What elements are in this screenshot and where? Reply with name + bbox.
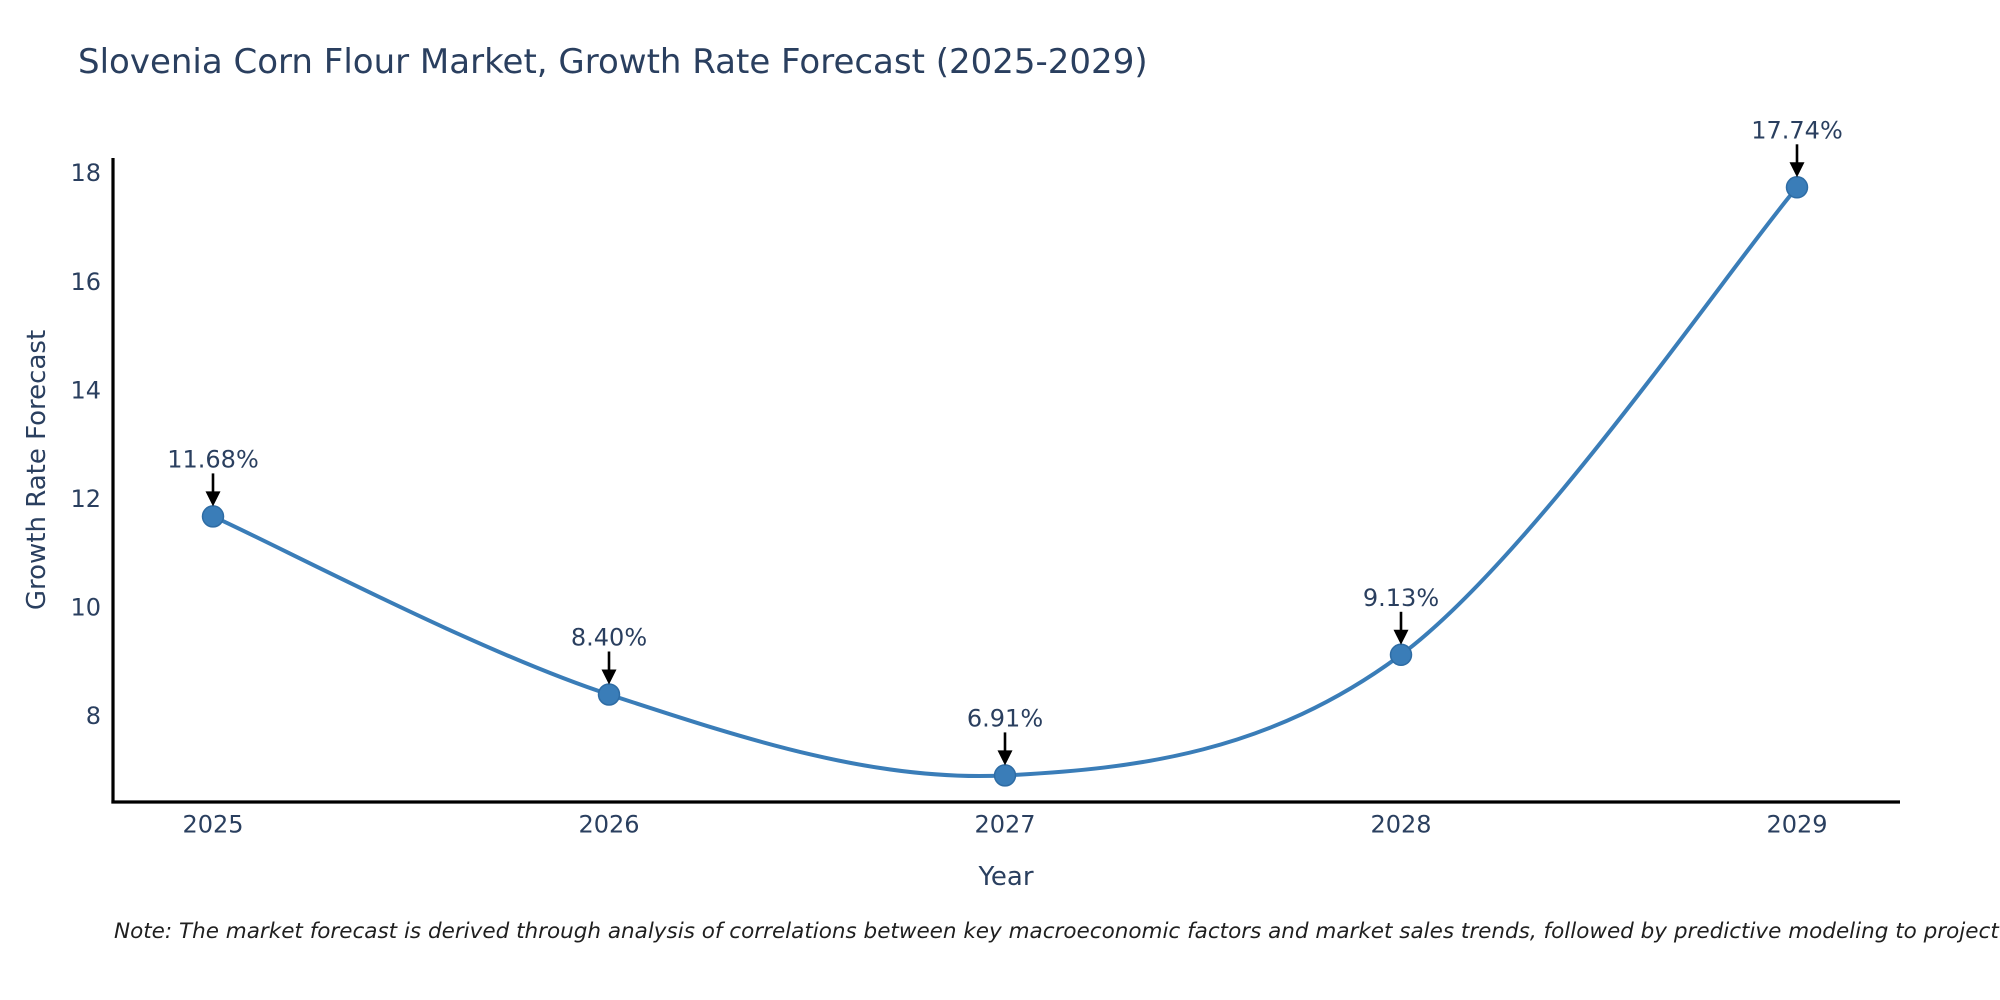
y-tick-label: 16 (70, 268, 101, 296)
annotation-arrowhead (997, 750, 1013, 766)
data-point-2027 (993, 764, 1017, 787)
annotation-label: 17.74% (1751, 116, 1843, 144)
y-tick-label: 10 (70, 594, 101, 622)
y-tick-label: 8 (86, 702, 101, 730)
footnote: Note: The market forecast is derived thr… (114, 919, 2000, 944)
data-point-2028 (1389, 643, 1413, 667)
annotation-arrowhead (1789, 162, 1805, 178)
annotation-label: 6.91% (967, 704, 1043, 732)
data-point-2025 (201, 505, 225, 528)
annotation-arrowhead (1393, 629, 1409, 645)
forecast-line (211, 185, 1799, 779)
x-tick-label: 2029 (1766, 811, 1827, 839)
annotation-label: 8.40% (571, 624, 647, 652)
annotation-arrowhead (205, 491, 221, 507)
y-tick-label: 18 (70, 159, 101, 187)
annotation-label: 11.68% (167, 445, 259, 473)
x-tick-label: 2026 (578, 811, 639, 839)
y-tick-label: 12 (70, 485, 101, 513)
chart-title: Slovenia Corn Flour Market, Growth Rate … (78, 42, 1148, 82)
annotation-label: 9.13% (1363, 584, 1439, 612)
y-tick-label: 14 (70, 376, 101, 404)
x-tick-label: 2025 (182, 811, 243, 839)
data-point-2029 (1785, 176, 1809, 199)
x-tick-label: 2028 (1370, 811, 1431, 839)
x-tick-label: 2027 (974, 811, 1035, 839)
x-axis-title: Year (978, 862, 1034, 892)
data-point-2026 (597, 683, 621, 706)
annotation-arrowhead (601, 669, 617, 685)
